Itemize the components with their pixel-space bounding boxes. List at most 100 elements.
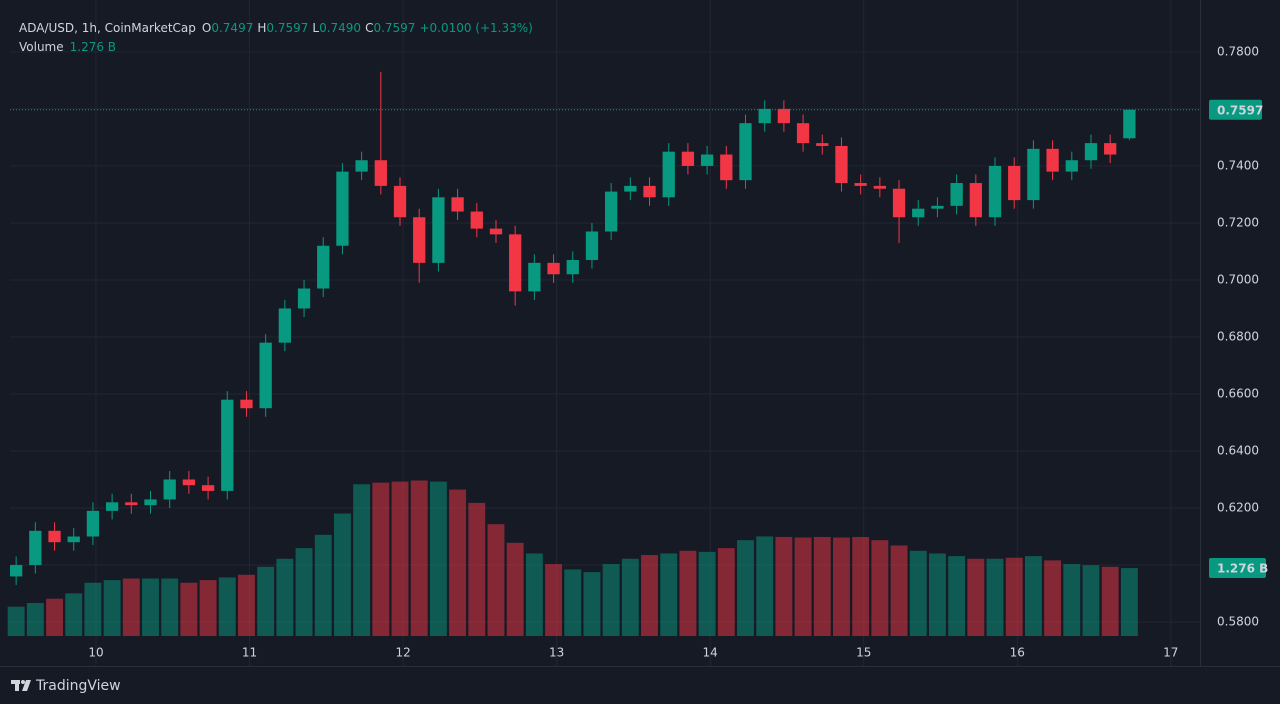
candle-body [777,108,791,124]
x-tick-label: 11 [242,646,257,660]
candle-body [566,260,579,275]
candle-body [163,479,176,500]
symbol: ADA/USD, 1h, CoinMarketCap [19,21,196,35]
y-tick-label: 0.6400 [1217,443,1259,457]
candle-body [931,205,944,209]
volume-bar [967,558,985,636]
volume-bar [314,534,332,636]
candle-body [1065,160,1078,172]
volume-bar [218,577,236,636]
x-tick-label: 17 [1163,646,1178,660]
volume-bar [7,606,25,636]
candle-body [624,185,637,192]
candle-body [1046,148,1059,172]
candle-body [144,499,157,506]
candle-body [125,502,138,506]
candle-body [413,217,426,263]
volume-bar [545,564,563,636]
candle-body [816,143,829,146]
candle-body [336,171,349,246]
candle-body [105,502,119,511]
volume-bar [468,502,486,636]
ohlc-value: 0.7597 [266,21,309,35]
candle-body [470,211,483,229]
volume-bar [1120,568,1138,636]
volume-bar [1005,557,1023,636]
candle-body [451,197,464,212]
y-tick-label: 0.7200 [1217,215,1259,229]
x-tick-label: 16 [1010,646,1025,660]
logo [11,680,31,691]
volume-bar [756,536,774,636]
volume-bar [257,566,275,636]
volume-bar [1063,564,1081,636]
candle-body [528,262,541,292]
volume-bar [660,553,678,636]
volume-bar [487,524,505,636]
volume-bar [833,537,850,636]
volume-bar [1082,565,1100,636]
candle-body [48,530,61,543]
ohlc-label: C [365,21,374,35]
candle-body [988,165,1002,218]
candle-body [681,151,695,166]
volume-bar [1101,566,1119,636]
last-volume-tag [1209,558,1266,579]
volume-bar [679,550,697,636]
volume-bar [84,582,102,636]
volume-bar [449,489,467,636]
volume-bar [525,553,543,636]
candle-body [605,191,618,232]
volume-bar [813,536,831,636]
volume-bar [583,572,601,636]
legend: ADA/USD, 1h, CoinMarketCap O0.7497 H0.7597… [19,19,537,57]
x-tick-label: 15 [856,646,871,660]
candle-body [796,123,810,144]
candle-body [969,183,982,218]
last-price-tag [1209,99,1262,120]
candle-body [1123,109,1136,139]
candle-body [509,234,522,292]
volume-bar [890,545,908,636]
candle-body [221,399,234,491]
ohlc-label: L [312,21,320,35]
volume-bar [46,598,63,636]
candle-body [393,185,407,218]
candle-body [86,510,100,537]
volume-title: Volume [19,40,64,54]
candle-body [1027,148,1040,201]
candle-body [297,288,311,309]
ohlc-value: 0.7497 [211,21,254,35]
ohlc-value: 0.7490 [319,21,362,35]
candle-body [547,262,560,275]
candle-body [182,479,196,486]
candle-body [374,160,387,186]
last-price-label: 0.7597 [1217,103,1263,117]
candle-body [662,151,675,198]
x-tick-label: 12 [395,646,410,660]
volume-bar [1044,560,1062,636]
brand: TradingView [35,678,121,694]
volume-bar [641,555,658,636]
candle-body [950,183,963,206]
y-tick-label: 0.6800 [1217,329,1259,343]
volume-bar [852,536,870,636]
ohlc-label: H [257,21,267,35]
volume-bar [333,513,351,636]
volume-bar [871,540,889,636]
volume-bar [602,564,620,636]
candle-body [700,154,714,166]
candle-body [585,231,599,261]
candle-body [720,154,733,181]
volume-bar [794,537,812,636]
volume-bar [161,578,179,636]
volume-bar [1024,556,1042,636]
volume-bar [698,551,716,636]
volume-bar [65,593,83,636]
candle-body [835,145,848,184]
volume-bar [353,484,371,636]
volume-bar [410,480,428,636]
volume-bar [122,578,140,636]
volume-bar [26,602,44,636]
volume-bar [142,578,159,636]
